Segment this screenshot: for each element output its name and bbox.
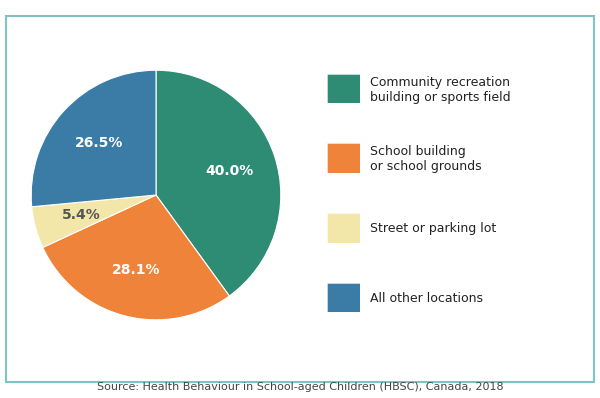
Text: 5.4%: 5.4% [62, 208, 101, 222]
Wedge shape [32, 195, 156, 248]
Text: All other locations: All other locations [370, 292, 483, 305]
Wedge shape [43, 195, 229, 320]
Wedge shape [156, 70, 281, 296]
Text: 26.5%: 26.5% [74, 136, 123, 150]
Text: School building
or school grounds: School building or school grounds [370, 145, 482, 173]
Wedge shape [31, 70, 156, 207]
Text: Community recreation
building or sports field: Community recreation building or sports … [370, 76, 511, 103]
Text: 40.0%: 40.0% [205, 164, 254, 178]
Text: 28.1%: 28.1% [112, 263, 161, 277]
Text: Street or parking lot: Street or parking lot [370, 222, 496, 235]
Text: Source: Health Behaviour in School-aged Children (HBSC), Canada, 2018: Source: Health Behaviour in School-aged … [97, 382, 503, 392]
